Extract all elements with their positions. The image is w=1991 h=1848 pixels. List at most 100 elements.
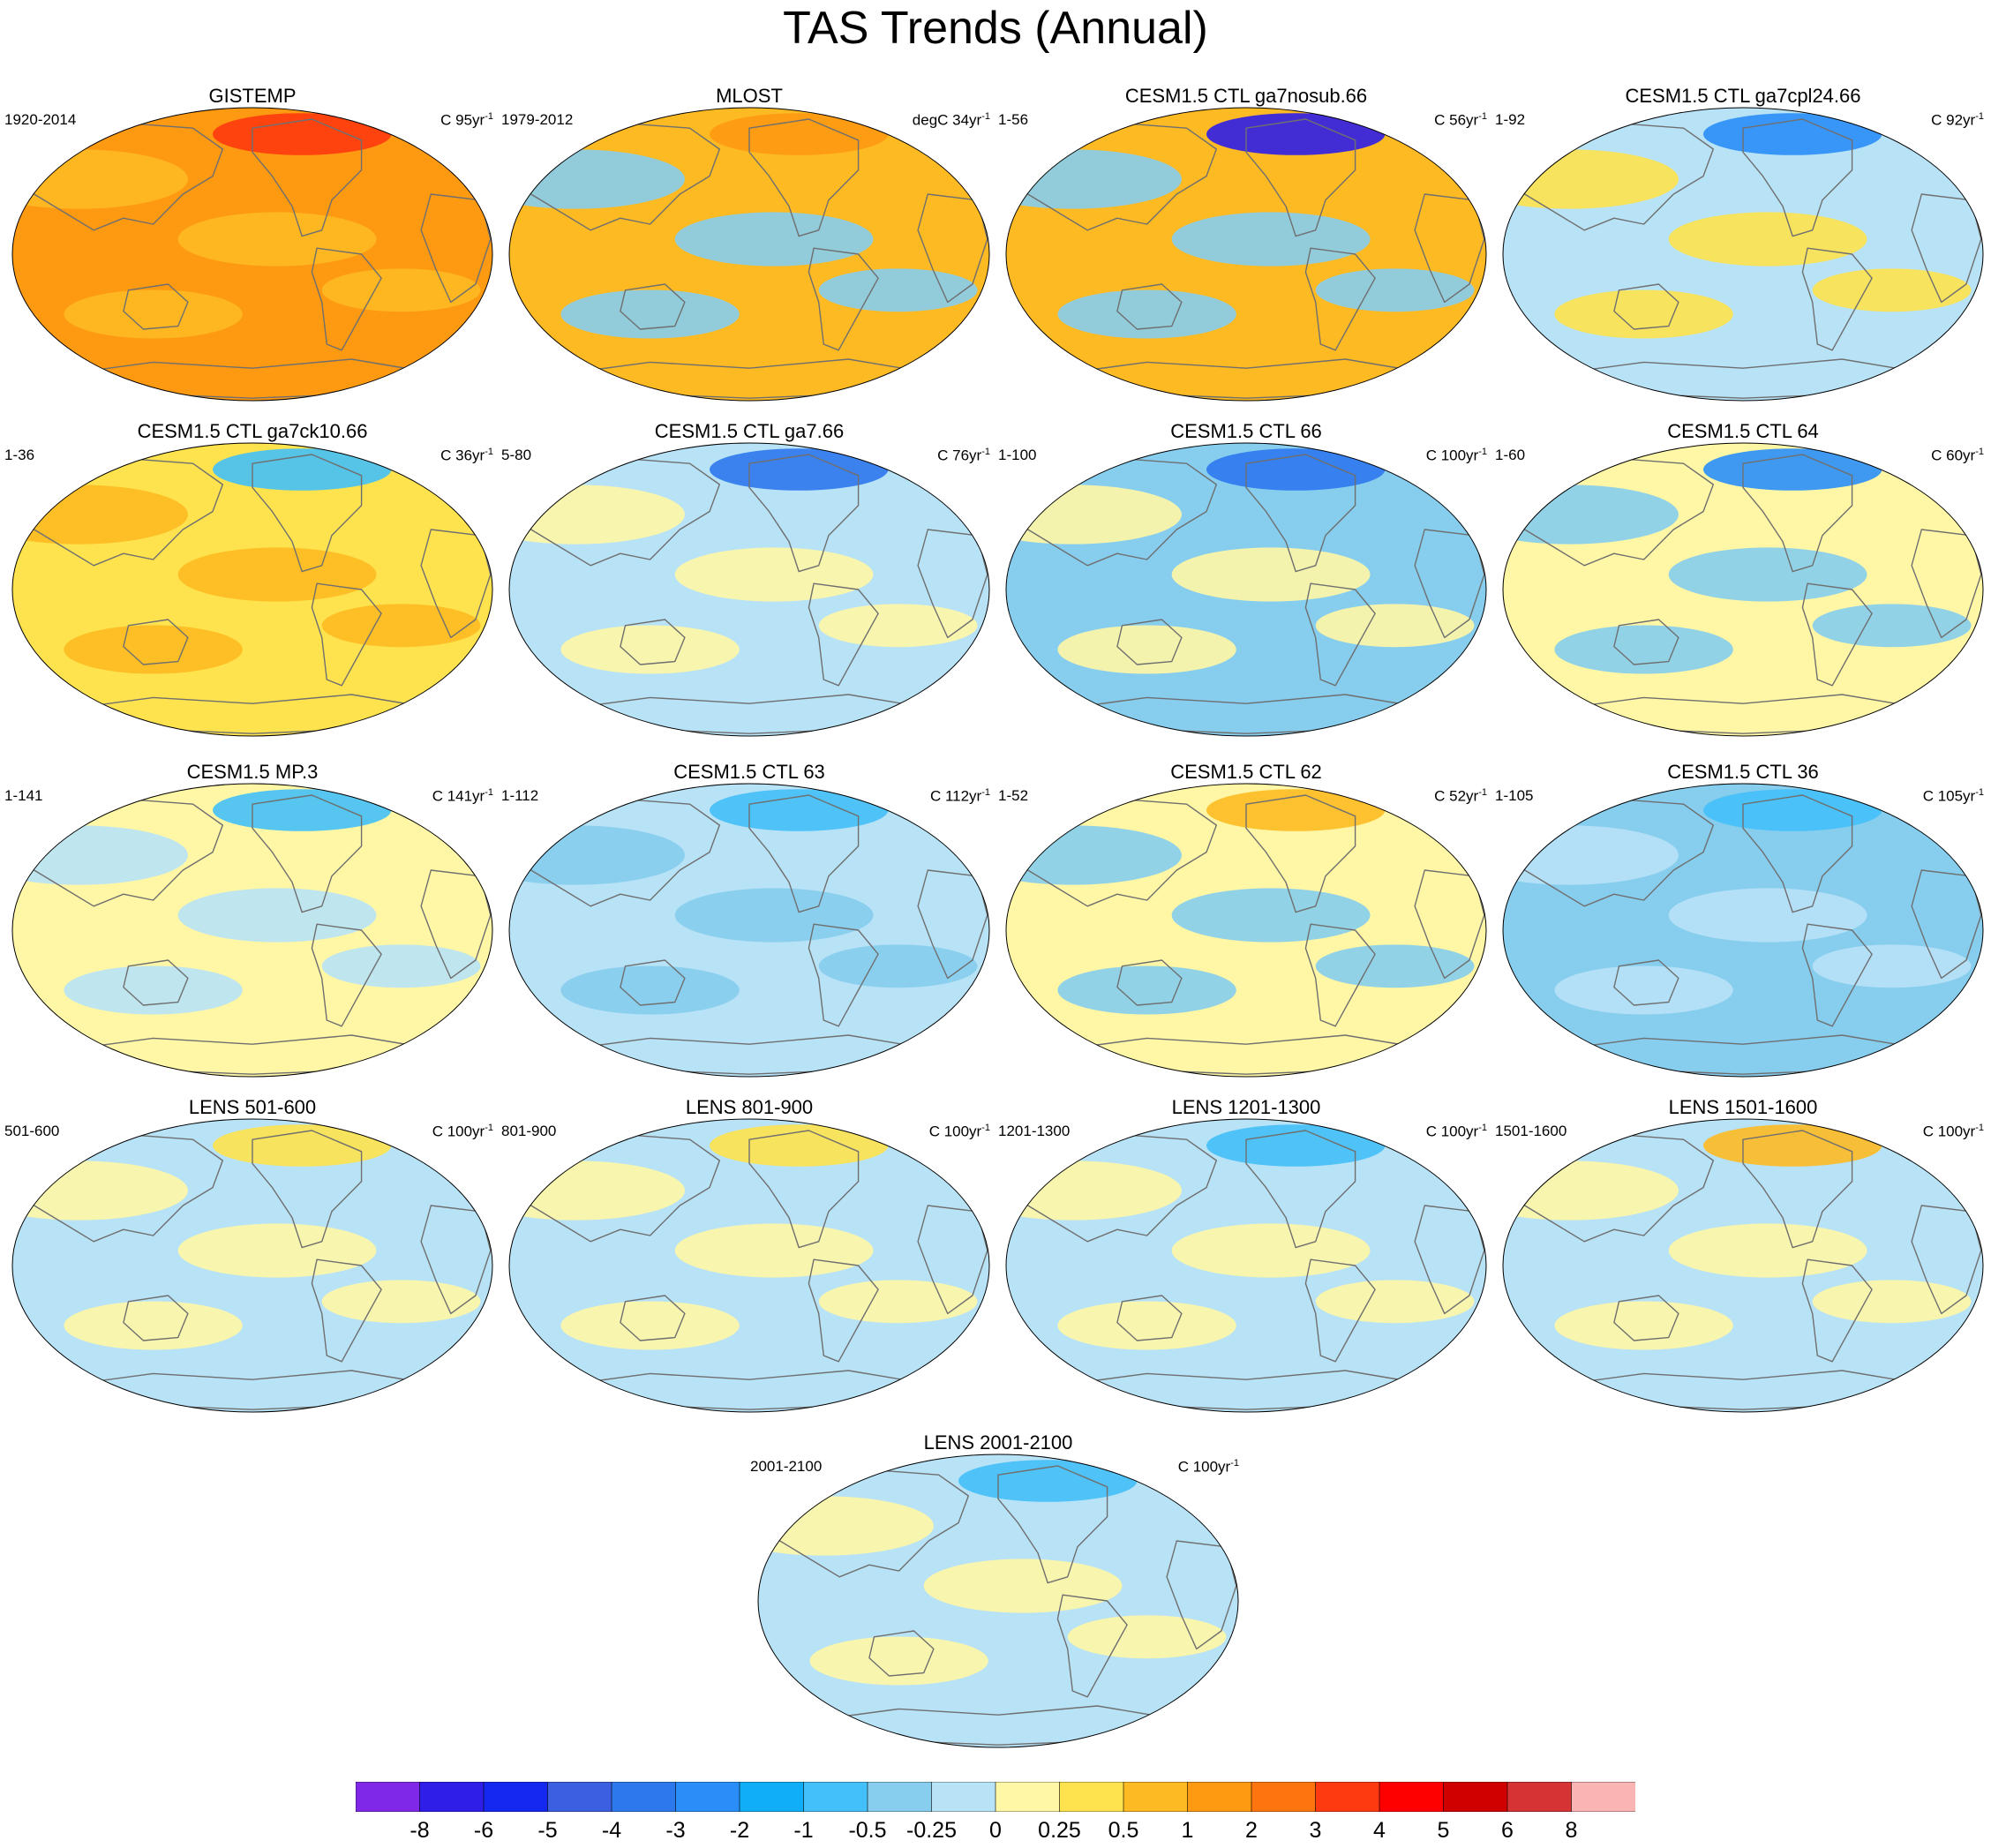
colorbar-tick-label: -2 xyxy=(729,1818,750,1843)
field-accent xyxy=(710,789,889,831)
field-band xyxy=(321,268,481,312)
coastline-australia xyxy=(620,619,686,665)
map-panel: CESM1.5 CTL 66 1-100 C 100yr-1 xyxy=(998,420,1494,745)
map-panel: CESM1.5 CTL 63 1-112 C 112yr-1 xyxy=(501,761,997,1086)
world-map xyxy=(508,1118,990,1413)
map-border xyxy=(508,107,990,402)
map-panel: LENS 501-600 501-600 C 100yr-1 xyxy=(4,1096,500,1421)
panel-title: CESM1.5 CTL ga7.66 xyxy=(654,420,845,442)
panel-units: C 100yr-1 xyxy=(432,1123,493,1140)
panel-period: 1-56 xyxy=(998,111,1029,128)
colorbar-tick-label: 8 xyxy=(1565,1818,1578,1843)
field-band xyxy=(177,547,377,602)
map-panel: CESM1.5 MP.3 1-141 C 141yr-1 xyxy=(4,761,500,1086)
field-band xyxy=(1067,1615,1227,1659)
field-accent xyxy=(1206,1124,1386,1167)
coastline-australia xyxy=(123,1295,189,1341)
coastline-south-america xyxy=(1801,1258,1873,1363)
coastline-australia xyxy=(868,1630,935,1677)
coastline-asia xyxy=(1509,121,1715,231)
coastline-australia xyxy=(620,959,686,1006)
coastline-asia xyxy=(19,121,224,231)
field-band xyxy=(1668,888,1867,943)
coastline-south-america xyxy=(1056,1594,1128,1698)
coastline-south-america xyxy=(1304,1258,1376,1363)
coastline-south-america xyxy=(808,582,879,687)
coastline-asia xyxy=(1012,1132,1218,1243)
field-band xyxy=(1812,268,1972,312)
field-band xyxy=(64,289,243,339)
coastline-south-america xyxy=(1801,923,1873,1027)
map-border xyxy=(1005,107,1487,402)
colorbar-tick-label: 4 xyxy=(1373,1818,1386,1843)
coastline-north-america xyxy=(1742,1130,1853,1249)
coastline-north-america xyxy=(252,454,363,573)
colorbar-labels: -8 -6 -5 -4 -3 -2 -1 -0.5 -0.25 0 0.25 0.5 1 2 3 4 5 6 8 xyxy=(0,1817,1991,1845)
colorbar-tick-label: 0 xyxy=(989,1818,1002,1843)
field-band xyxy=(674,212,874,267)
field-band xyxy=(1057,289,1236,339)
coastline-asia xyxy=(1012,121,1218,231)
panel-units: C 100yr-1 xyxy=(1425,1123,1487,1140)
coastline-australia xyxy=(1613,283,1679,330)
field-band xyxy=(1171,888,1371,943)
panel-title: CESM1.5 CTL 36 xyxy=(1667,761,1819,783)
panel-title: CESM1.5 CTL ga7ck10.66 xyxy=(137,420,368,442)
field-band xyxy=(560,289,740,339)
world-map xyxy=(1005,1118,1487,1413)
colorbar-tick-label: -6 xyxy=(473,1818,494,1843)
panel-period: 1979-2012 xyxy=(501,111,574,128)
panel-period: 1920-2014 xyxy=(4,111,77,128)
panel-period: 1201-1300 xyxy=(998,1123,1071,1139)
coastline-asia xyxy=(515,1132,721,1243)
coastline-north-america xyxy=(252,794,363,913)
panel-period: 801-900 xyxy=(501,1123,557,1139)
world-map xyxy=(1005,783,1487,1078)
colorbar-swatch xyxy=(1379,1782,1445,1812)
coastline-north-america xyxy=(1245,794,1356,913)
panel-period: 501-600 xyxy=(4,1123,60,1139)
colorbar-tick-label: 0.25 xyxy=(1038,1818,1081,1843)
map-border xyxy=(508,442,990,737)
field-band xyxy=(560,1301,740,1350)
map-border xyxy=(1005,1118,1487,1413)
panel-title: CESM1.5 CTL 62 xyxy=(1170,761,1322,783)
panel-period: 1-100 xyxy=(998,447,1037,463)
field-band xyxy=(177,1223,377,1278)
map-panel: LENS 1201-1300 1201-1300 C 100yr-1 xyxy=(998,1096,1494,1421)
field-band xyxy=(1812,944,1972,988)
coastline-south-america xyxy=(808,1258,879,1363)
panel-title: GISTEMP xyxy=(208,85,297,107)
coastline-asia xyxy=(764,1468,970,1578)
field-band xyxy=(560,625,740,674)
colorbar-tick-label: -0.25 xyxy=(906,1818,957,1843)
field-band xyxy=(1554,289,1733,339)
coastline-australia xyxy=(123,619,189,665)
colorbar-tick-label: 0.5 xyxy=(1108,1818,1139,1843)
panel-title: LENS 501-600 xyxy=(188,1096,317,1118)
field-band xyxy=(321,944,481,988)
coastline-south-america xyxy=(808,247,879,351)
map-panel: CESM1.5 CTL ga7cpl24.66 1-92 C 92yr-1 xyxy=(1495,85,1991,409)
field-band xyxy=(674,1223,874,1278)
coastline-asia xyxy=(19,797,224,907)
coastline-asia xyxy=(19,456,224,567)
panel-title: CESM1.5 MP.3 xyxy=(186,761,319,783)
coastline-australia xyxy=(1613,959,1679,1006)
colorbar-swatch xyxy=(1571,1782,1635,1812)
coastline-south-america xyxy=(1801,582,1873,687)
coastline-north-america xyxy=(748,794,860,913)
panel-units: C 141yr-1 xyxy=(432,787,493,805)
colorbar-swatch xyxy=(803,1782,868,1812)
panel-units: C 100yr-1 xyxy=(1922,1123,1984,1140)
panel-units: C 112yr-1 xyxy=(929,787,990,805)
field-band xyxy=(1315,1280,1475,1324)
coastline-asia xyxy=(19,1132,224,1243)
field-accent xyxy=(213,789,392,831)
coastline-asia xyxy=(1509,1132,1715,1243)
colorbar-tick-label: -4 xyxy=(601,1818,622,1843)
field-band xyxy=(1668,547,1867,602)
world-map xyxy=(1502,107,1984,402)
panel-title: LENS 801-900 xyxy=(685,1096,814,1118)
colorbar-swatch xyxy=(867,1782,933,1812)
